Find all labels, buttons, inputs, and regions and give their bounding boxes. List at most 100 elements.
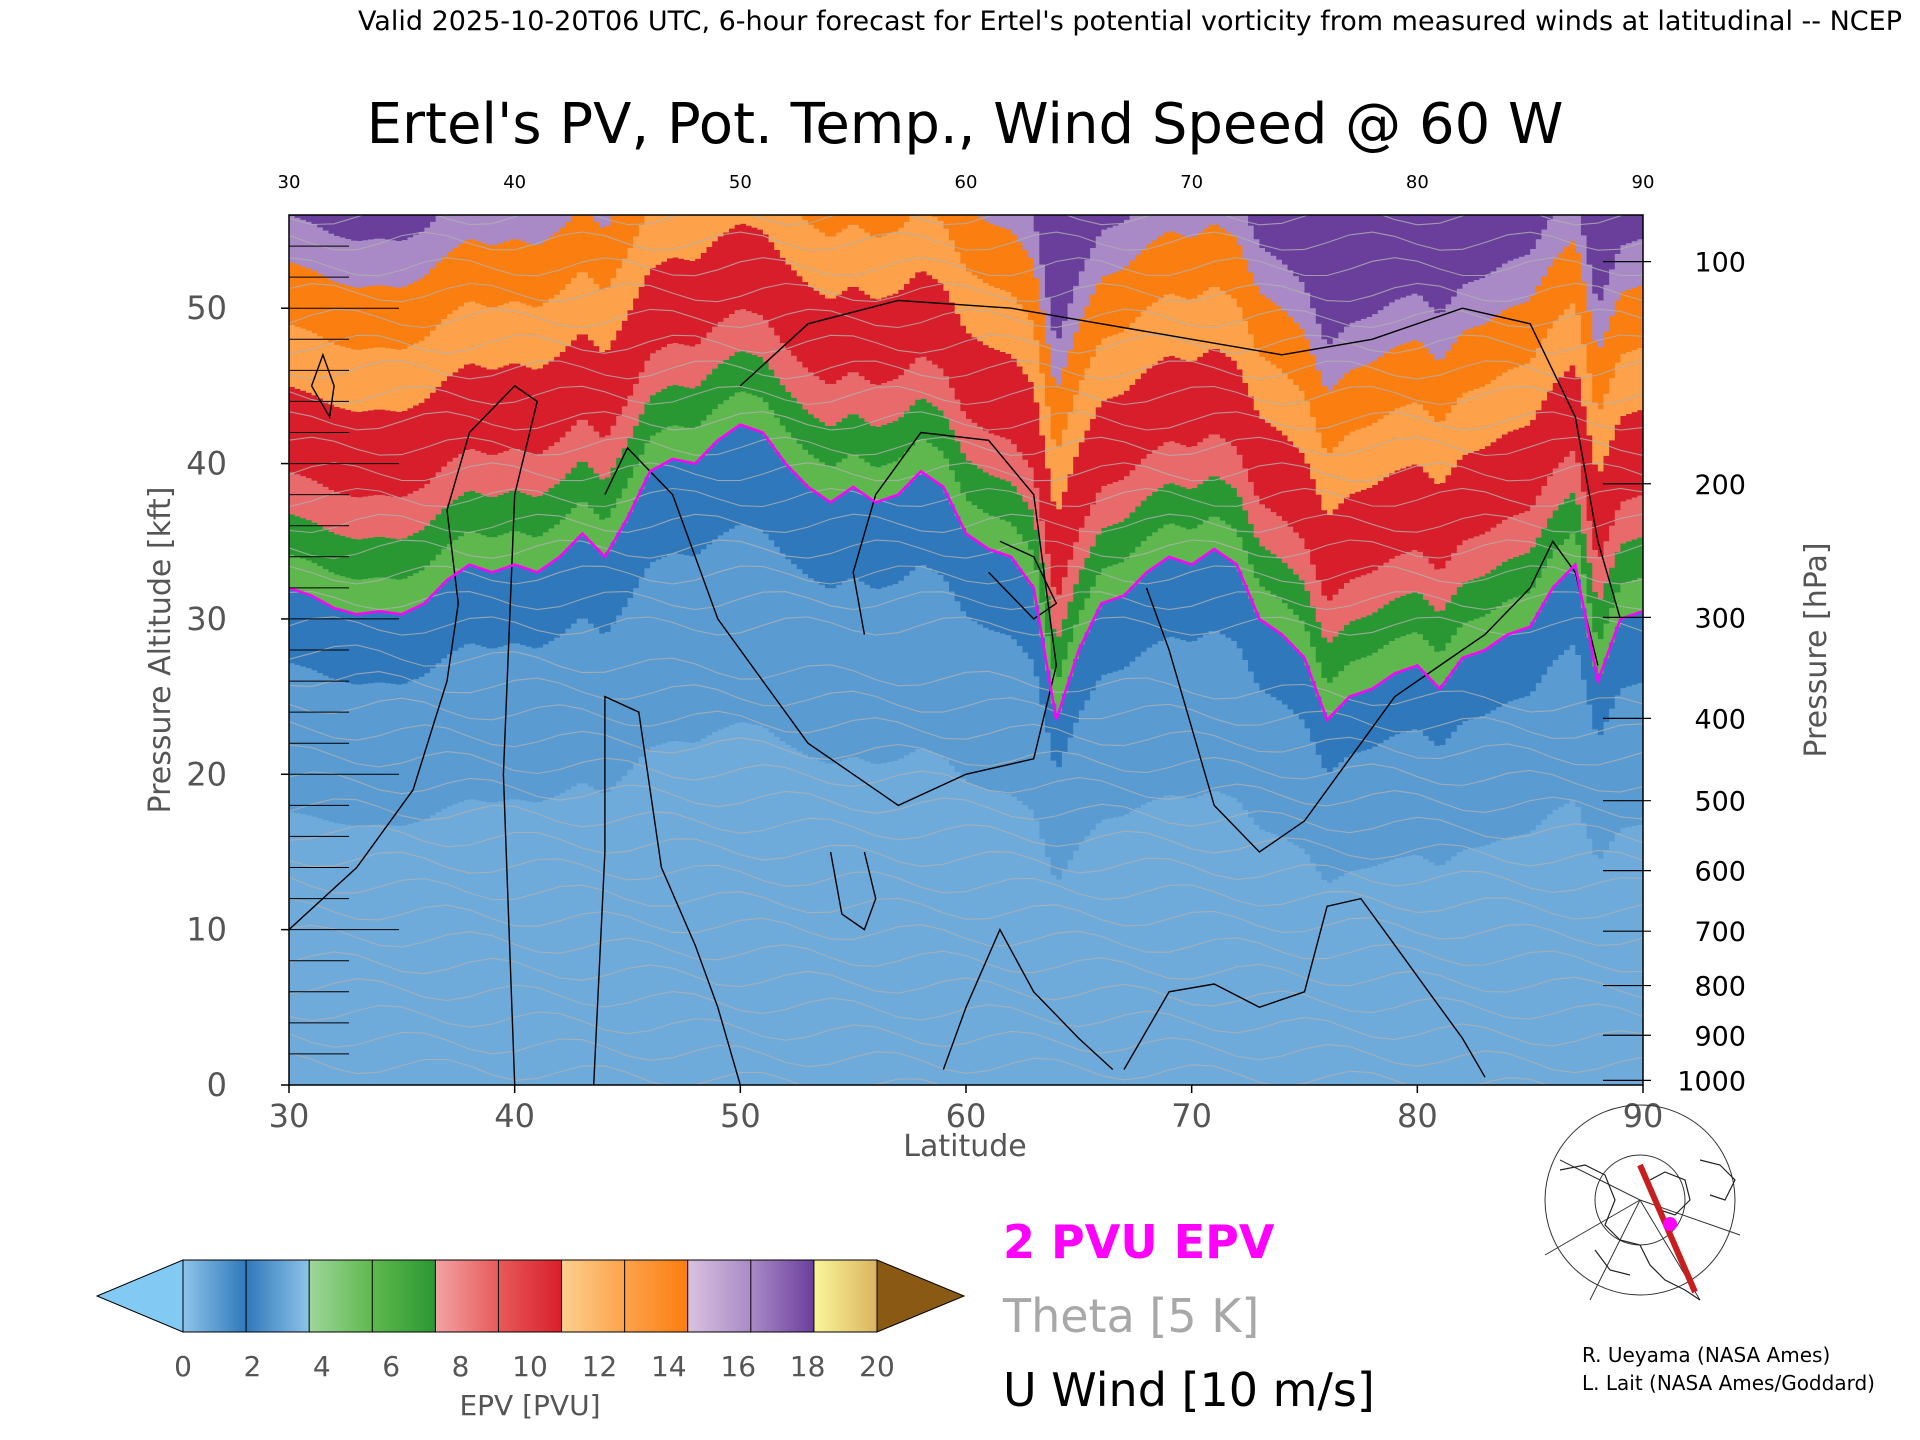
map-parallel-ring <box>1544 1104 1736 1296</box>
epv-cell <box>1118 816 1125 1085</box>
epv-cell <box>1507 369 1514 432</box>
epv-cell <box>1547 328 1554 391</box>
epv-cell <box>1152 644 1159 800</box>
epv-cell <box>1152 799 1159 1085</box>
epv-cell <box>616 532 623 616</box>
epv-cell <box>808 215 815 225</box>
epv-cell <box>909 363 916 406</box>
epv-cell <box>1614 695 1622 833</box>
epv-cell <box>514 490 521 532</box>
epv-cell <box>396 579 403 614</box>
epv-cell <box>548 488 555 529</box>
epv-cell <box>887 761 894 1085</box>
epv-cell <box>1614 510 1622 553</box>
epv-cell <box>1281 603 1289 638</box>
epv-cell <box>463 215 471 241</box>
epv-cell <box>785 215 792 265</box>
epv-cell <box>638 454 646 489</box>
epv-cell <box>1552 809 1559 1085</box>
epv-cell <box>1501 215 1509 264</box>
epv-cell <box>1152 449 1159 492</box>
epv-cell <box>745 215 753 226</box>
epv-cell <box>1592 293 1599 341</box>
epv-cell <box>1169 231 1176 294</box>
epv-cell <box>317 398 324 484</box>
epv-cell <box>1084 306 1091 369</box>
epv-cell <box>1315 370 1323 433</box>
epv-cell <box>864 584 871 762</box>
epv-cell <box>655 744 662 1085</box>
epv-cell <box>1287 643 1294 710</box>
epv-cell <box>289 554 296 589</box>
epv-cell <box>633 383 640 426</box>
epv-cell <box>1473 618 1480 653</box>
epv-cell <box>582 502 589 537</box>
colorbar-tick-label: 18 <box>790 1350 826 1383</box>
epv-cell <box>1355 619 1362 660</box>
epv-cell <box>1451 594 1458 636</box>
epv-cell <box>610 542 617 624</box>
epv-cell <box>1287 842 1294 1085</box>
epv-cell <box>808 578 815 758</box>
epv-cell <box>960 263 967 326</box>
epv-cell <box>1564 309 1571 372</box>
epv-cell <box>1603 623 1610 658</box>
epv-cell <box>418 530 425 571</box>
epv-cell <box>1569 533 1576 568</box>
epv-cell <box>1084 557 1091 599</box>
epv-cell <box>1332 384 1339 448</box>
epv-cell <box>661 347 668 389</box>
epv-cell <box>1541 276 1548 339</box>
epv-cell <box>1451 215 1458 297</box>
epv-cell <box>1501 703 1509 839</box>
epv-cell <box>1569 365 1576 451</box>
epv-cell <box>1276 516 1283 558</box>
epv-cell <box>1039 373 1046 436</box>
epv-cell <box>1513 258 1520 306</box>
epv-cell <box>689 388 696 429</box>
epv-cell <box>734 525 741 723</box>
epv-cell <box>1406 215 1413 296</box>
epv-cell <box>1163 356 1170 443</box>
epv-cell <box>796 478 803 570</box>
epv-cell <box>1400 856 1407 1085</box>
epv-cell <box>1400 553 1407 596</box>
epv-cell <box>610 508 617 543</box>
epv-cell <box>977 624 984 787</box>
epv-cell <box>463 302 471 365</box>
epv-cell <box>1558 315 1565 378</box>
epv-cell <box>435 386 442 473</box>
epv-cell <box>401 240 409 287</box>
epv-cell <box>604 287 612 350</box>
epv-cell <box>1123 328 1131 391</box>
epv-cell <box>977 216 984 280</box>
epv-cell <box>379 536 386 578</box>
epv-cell <box>1451 405 1458 468</box>
epv-cell <box>446 806 454 1085</box>
epv-cell <box>1451 635 1458 670</box>
epv-cell <box>1293 532 1300 575</box>
epv-cell <box>729 528 736 726</box>
epv-cell <box>1530 419 1537 506</box>
epv-cell <box>1298 215 1306 282</box>
epv-cell <box>1575 315 1582 378</box>
epv-cell <box>289 663 296 813</box>
epv-cell <box>1011 486 1018 527</box>
epv-cell <box>1135 807 1142 1085</box>
epv-cell <box>1084 215 1091 260</box>
epv-cell <box>334 680 341 824</box>
epv-cell <box>988 515 995 550</box>
epv-cell <box>1107 673 1114 819</box>
epv-cell <box>1287 709 1294 843</box>
epv-cell <box>1445 560 1452 603</box>
epv-cell <box>593 431 600 474</box>
epv-cell <box>1468 580 1475 621</box>
epv-cell <box>779 385 787 426</box>
epv-cell <box>294 474 301 517</box>
epv-cell <box>1281 838 1289 1085</box>
epv-cell <box>1231 640 1238 798</box>
epv-cell <box>1564 498 1571 540</box>
epv-cell <box>582 783 589 1085</box>
theta-contour <box>289 1004 1643 1074</box>
epv-cell <box>1084 259 1091 307</box>
